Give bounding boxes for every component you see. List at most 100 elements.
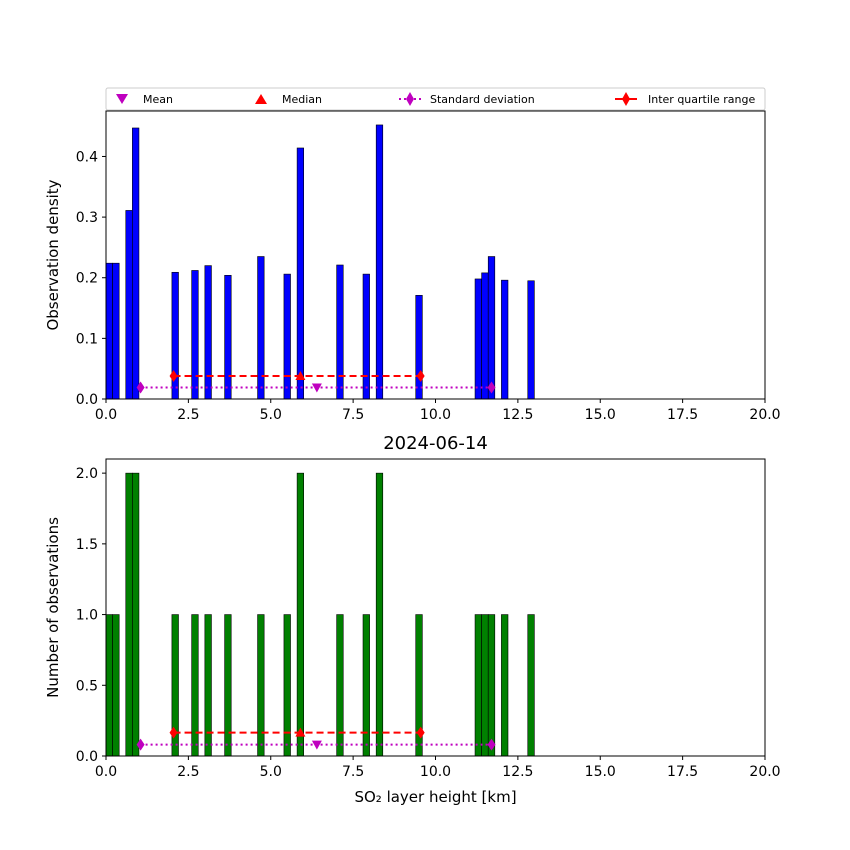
top-ytick-label-1: 0.1 <box>76 331 98 347</box>
top-bar-17 <box>487 256 496 400</box>
bottom-bar-7 <box>224 614 232 757</box>
top-ytick-label-4: 0.4 <box>76 149 98 165</box>
top-xtick-label-1: 2.5 <box>177 407 199 423</box>
top-bar-11 <box>336 264 344 400</box>
top-axis-ticks: 0.0 2.5 5.0 7.5 10.0 12.5 15.0 17.5 20.0 0.0 0.1 0.… <box>76 149 781 423</box>
top-median-marker <box>295 370 306 380</box>
bottom-bar-11 <box>336 614 344 757</box>
bottom-bar-9 <box>283 614 291 757</box>
top-xtick-label-8: 20.0 <box>749 407 780 423</box>
legend-label-mean: Mean <box>143 93 173 106</box>
top-bar-12 <box>362 273 370 400</box>
top-bar-14 <box>415 295 423 400</box>
top-bar-19 <box>527 280 535 400</box>
top-bar-2 <box>125 210 133 400</box>
top-xtick-label-3: 7.5 <box>342 407 364 423</box>
bottom-x-axis-label: SO₂ layer height [km] <box>354 788 516 806</box>
bottom-ytick-label-3: 1.5 <box>76 537 98 553</box>
bottom-bar-16 <box>481 614 489 757</box>
top-axes-frame <box>105 110 766 400</box>
bottom-std-end-marker <box>487 738 496 751</box>
bottom-axes-frame <box>105 458 766 757</box>
legend: Mean Median Standard deviation Inter qua… <box>105 87 766 111</box>
bottom-bar-0 <box>105 614 113 757</box>
top-iqr-end-marker <box>416 369 425 382</box>
top-bar-0 <box>105 262 113 400</box>
bottom-xtick-label-5: 12.5 <box>502 764 533 780</box>
bottom-xtick-label-2: 5.0 <box>260 764 282 780</box>
bottom-bar-5 <box>191 614 199 757</box>
top-xtick-label-6: 15.0 <box>585 407 616 423</box>
bottom-bar-15 <box>474 614 482 757</box>
bottom-mean-marker <box>311 740 322 750</box>
top-xtick-label-5: 12.5 <box>502 407 533 423</box>
chart-title: 2024-06-14 <box>383 433 488 454</box>
bottom-xtick-label-0: 0.0 <box>95 764 117 780</box>
top-mean-marker <box>311 383 322 393</box>
bottom-stats-group <box>136 726 496 751</box>
bottom-iqr-end-marker <box>416 726 425 739</box>
bottom-bar-18 <box>501 614 509 757</box>
legend-item-mean: Mean <box>116 93 173 106</box>
top-y-axis-label: Observation density <box>44 179 62 330</box>
top-bar-10 <box>296 147 304 400</box>
top-bar-8 <box>257 256 265 400</box>
legend-frame <box>105 87 766 111</box>
bottom-iqr-start-marker <box>169 726 178 739</box>
bottom-ytick-label-1: 0.5 <box>76 678 98 694</box>
panel-bottom-counts: 0.0 2.5 5.0 7.5 10.0 12.5 15.0 17.5 20.0 0.0 0.5 1.… <box>44 458 781 806</box>
bottom-xtick-label-4: 10.0 <box>420 764 451 780</box>
top-bar-9 <box>283 273 291 400</box>
legend-item-median: Median <box>255 93 322 106</box>
legend-label-median: Median <box>282 93 322 106</box>
top-bar-5 <box>191 270 199 400</box>
bottom-bar-2 <box>125 472 133 757</box>
legend-label-inter-quartile-range: Inter quartile range <box>648 93 755 106</box>
triangle-down-marker-icon <box>116 94 128 104</box>
top-bar-18 <box>501 279 509 400</box>
top-bar-13 <box>375 124 384 400</box>
top-std-end-marker <box>487 381 496 394</box>
top-xtick-label-2: 5.0 <box>260 407 282 423</box>
bottom-bar-1 <box>112 614 120 757</box>
bottom-bar-17 <box>487 614 496 757</box>
bottom-xtick-label-1: 2.5 <box>177 764 199 780</box>
thin-diamond-marker-icon <box>622 92 630 106</box>
top-bar-6 <box>204 265 212 400</box>
top-bar-3 <box>132 127 140 400</box>
top-bar-1 <box>112 262 120 400</box>
top-ytick-label-0: 0.0 <box>76 392 98 408</box>
top-bars-group <box>105 124 535 400</box>
top-stats-group <box>136 369 496 394</box>
bottom-bar-3 <box>132 472 140 757</box>
top-ytick-label-3: 0.3 <box>76 210 98 226</box>
bottom-bar-6 <box>204 614 212 757</box>
bottom-std-start-marker <box>136 738 145 751</box>
bottom-bar-19 <box>527 614 535 757</box>
legend-label-standard-deviation: Standard deviation <box>430 93 535 106</box>
panel-top-density: 0.0 2.5 5.0 7.5 10.0 12.5 15.0 17.5 20.0 0.0 0.1 0.… <box>44 110 781 423</box>
bottom-ytick-label-0: 0.0 <box>76 749 98 765</box>
thin-diamond-marker-icon <box>406 92 414 106</box>
bottom-bar-10 <box>296 472 304 757</box>
top-bar-16 <box>481 272 489 400</box>
triangle-up-marker-icon <box>255 94 267 104</box>
top-ytick-label-2: 0.2 <box>76 271 98 287</box>
bottom-bar-13 <box>375 472 384 757</box>
top-xtick-label-0: 0.0 <box>95 407 117 423</box>
top-bar-15 <box>474 278 482 400</box>
bottom-y-axis-label: Number of observations <box>44 517 62 698</box>
bottom-bars-group <box>105 472 535 757</box>
legend-item-inter-quartile-range: Inter quartile range <box>615 92 755 106</box>
legend-item-standard-deviation: Standard deviation <box>399 92 535 106</box>
bottom-xtick-label-6: 15.0 <box>585 764 616 780</box>
bottom-median-marker <box>295 727 306 737</box>
bottom-xtick-label-3: 7.5 <box>342 764 364 780</box>
bottom-axis-ticks: 0.0 2.5 5.0 7.5 10.0 12.5 15.0 17.5 20.0 0.0 0.5 1.… <box>76 466 781 780</box>
top-xtick-label-4: 10.0 <box>420 407 451 423</box>
top-std-start-marker <box>136 381 145 394</box>
bottom-xtick-label-8: 20.0 <box>749 764 780 780</box>
top-bar-7 <box>224 275 232 400</box>
